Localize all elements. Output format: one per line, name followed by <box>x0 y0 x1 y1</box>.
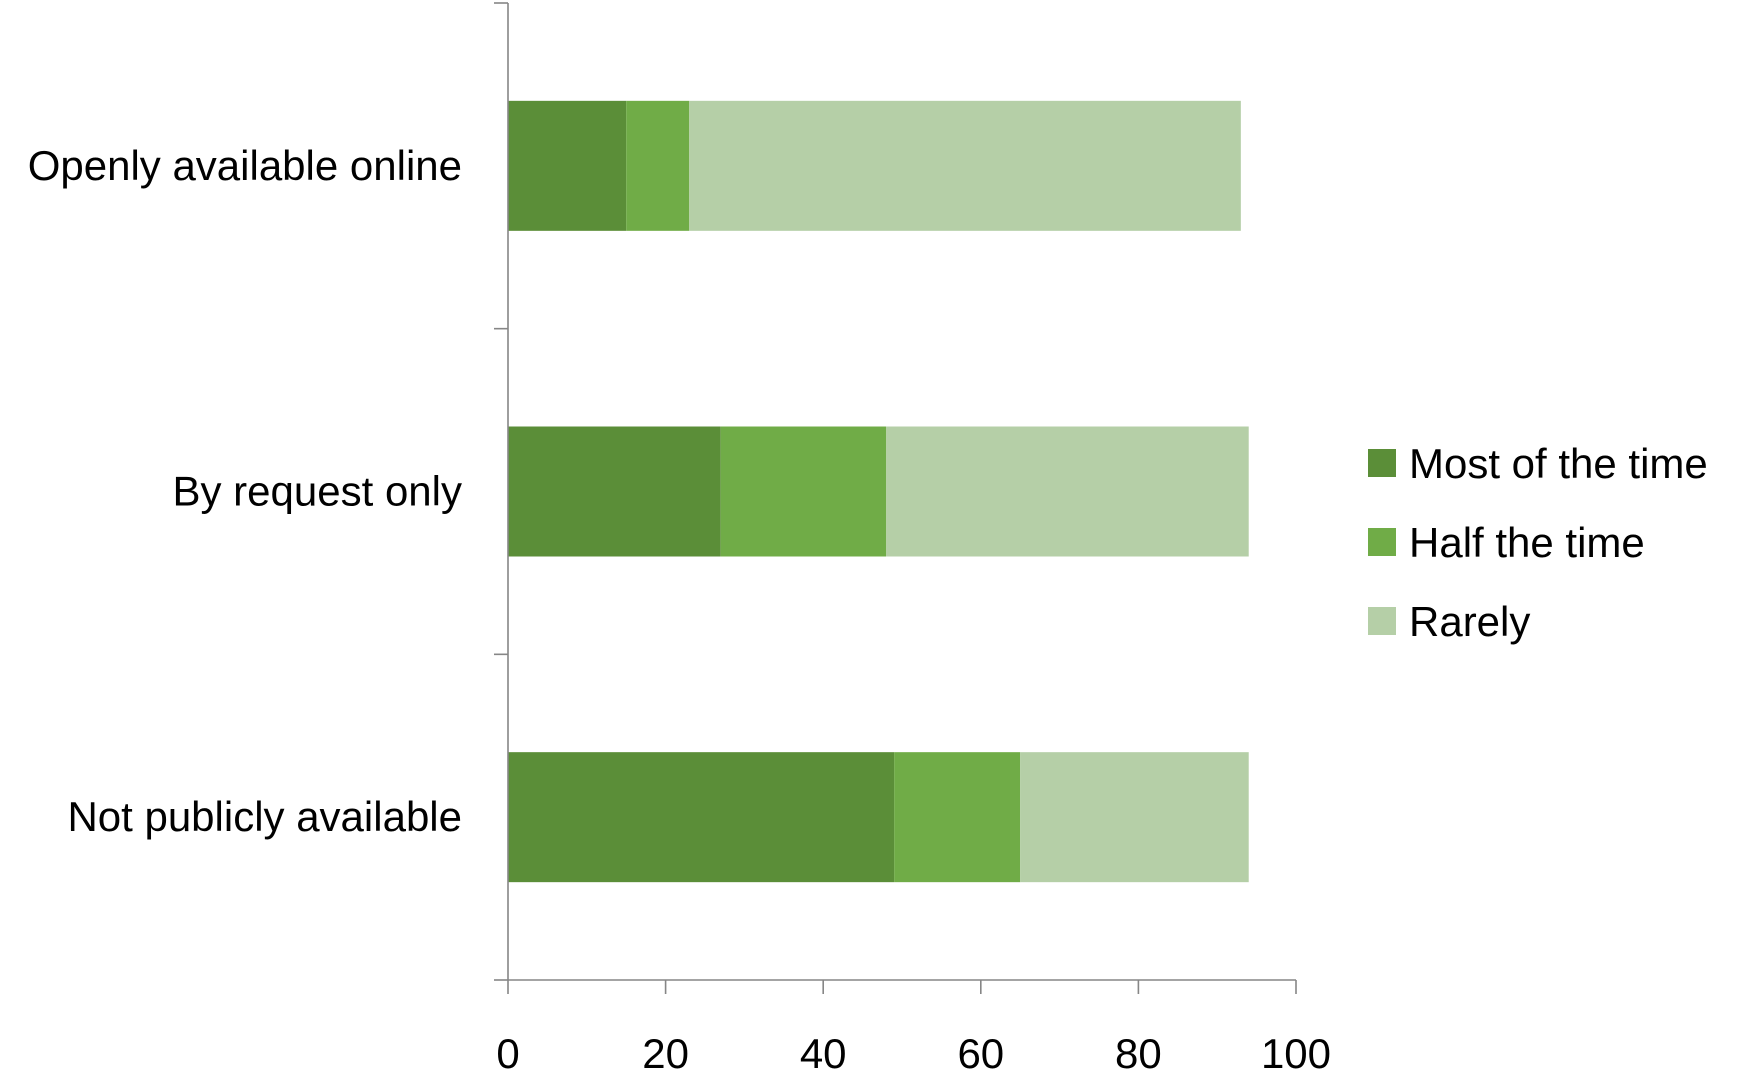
axes-layer <box>494 2 1297 994</box>
labels-layer: Openly available online By request only No… <box>28 142 1331 1077</box>
bar-by-request-only-half-the-time <box>720 426 887 557</box>
category-label: Openly available online <box>28 142 462 189</box>
x-tick-label: 100 <box>1261 1030 1331 1077</box>
legend-label-half-the-time: Half the time <box>1409 519 1645 566</box>
bar-by-request-only-most-of-the-time <box>508 426 721 557</box>
bar-openly-available-online-half-the-time <box>626 100 690 231</box>
x-tick-label: 60 <box>957 1030 1004 1077</box>
legend-label-rarely: Rarely <box>1409 598 1530 645</box>
legend-swatch-rarely <box>1368 607 1396 635</box>
bar-not-publicly-available-half-the-time <box>894 752 1021 883</box>
x-tick-label: 80 <box>1115 1030 1162 1077</box>
bar-by-request-only-rarely <box>886 426 1249 557</box>
bar-not-publicly-available-rarely <box>1020 752 1249 883</box>
legend-swatch-most-of-the-time <box>1368 449 1396 477</box>
category-label: Not publicly available <box>67 793 462 840</box>
x-tick-label: 40 <box>800 1030 847 1077</box>
legend-label-most-of-the-time: Most of the time <box>1409 440 1708 487</box>
x-tick-label: 0 <box>496 1030 519 1077</box>
legend: Most of the time Half the time Rarely <box>1368 440 1708 645</box>
bar-openly-available-online-most-of-the-time <box>508 100 627 231</box>
x-tick-label: 20 <box>642 1030 689 1077</box>
bar-openly-available-online-rarely <box>689 100 1241 231</box>
bars-layer <box>508 100 1249 883</box>
bar-not-publicly-available-most-of-the-time <box>508 752 895 883</box>
legend-swatch-half-the-time <box>1368 528 1396 556</box>
category-label: By request only <box>173 468 463 515</box>
